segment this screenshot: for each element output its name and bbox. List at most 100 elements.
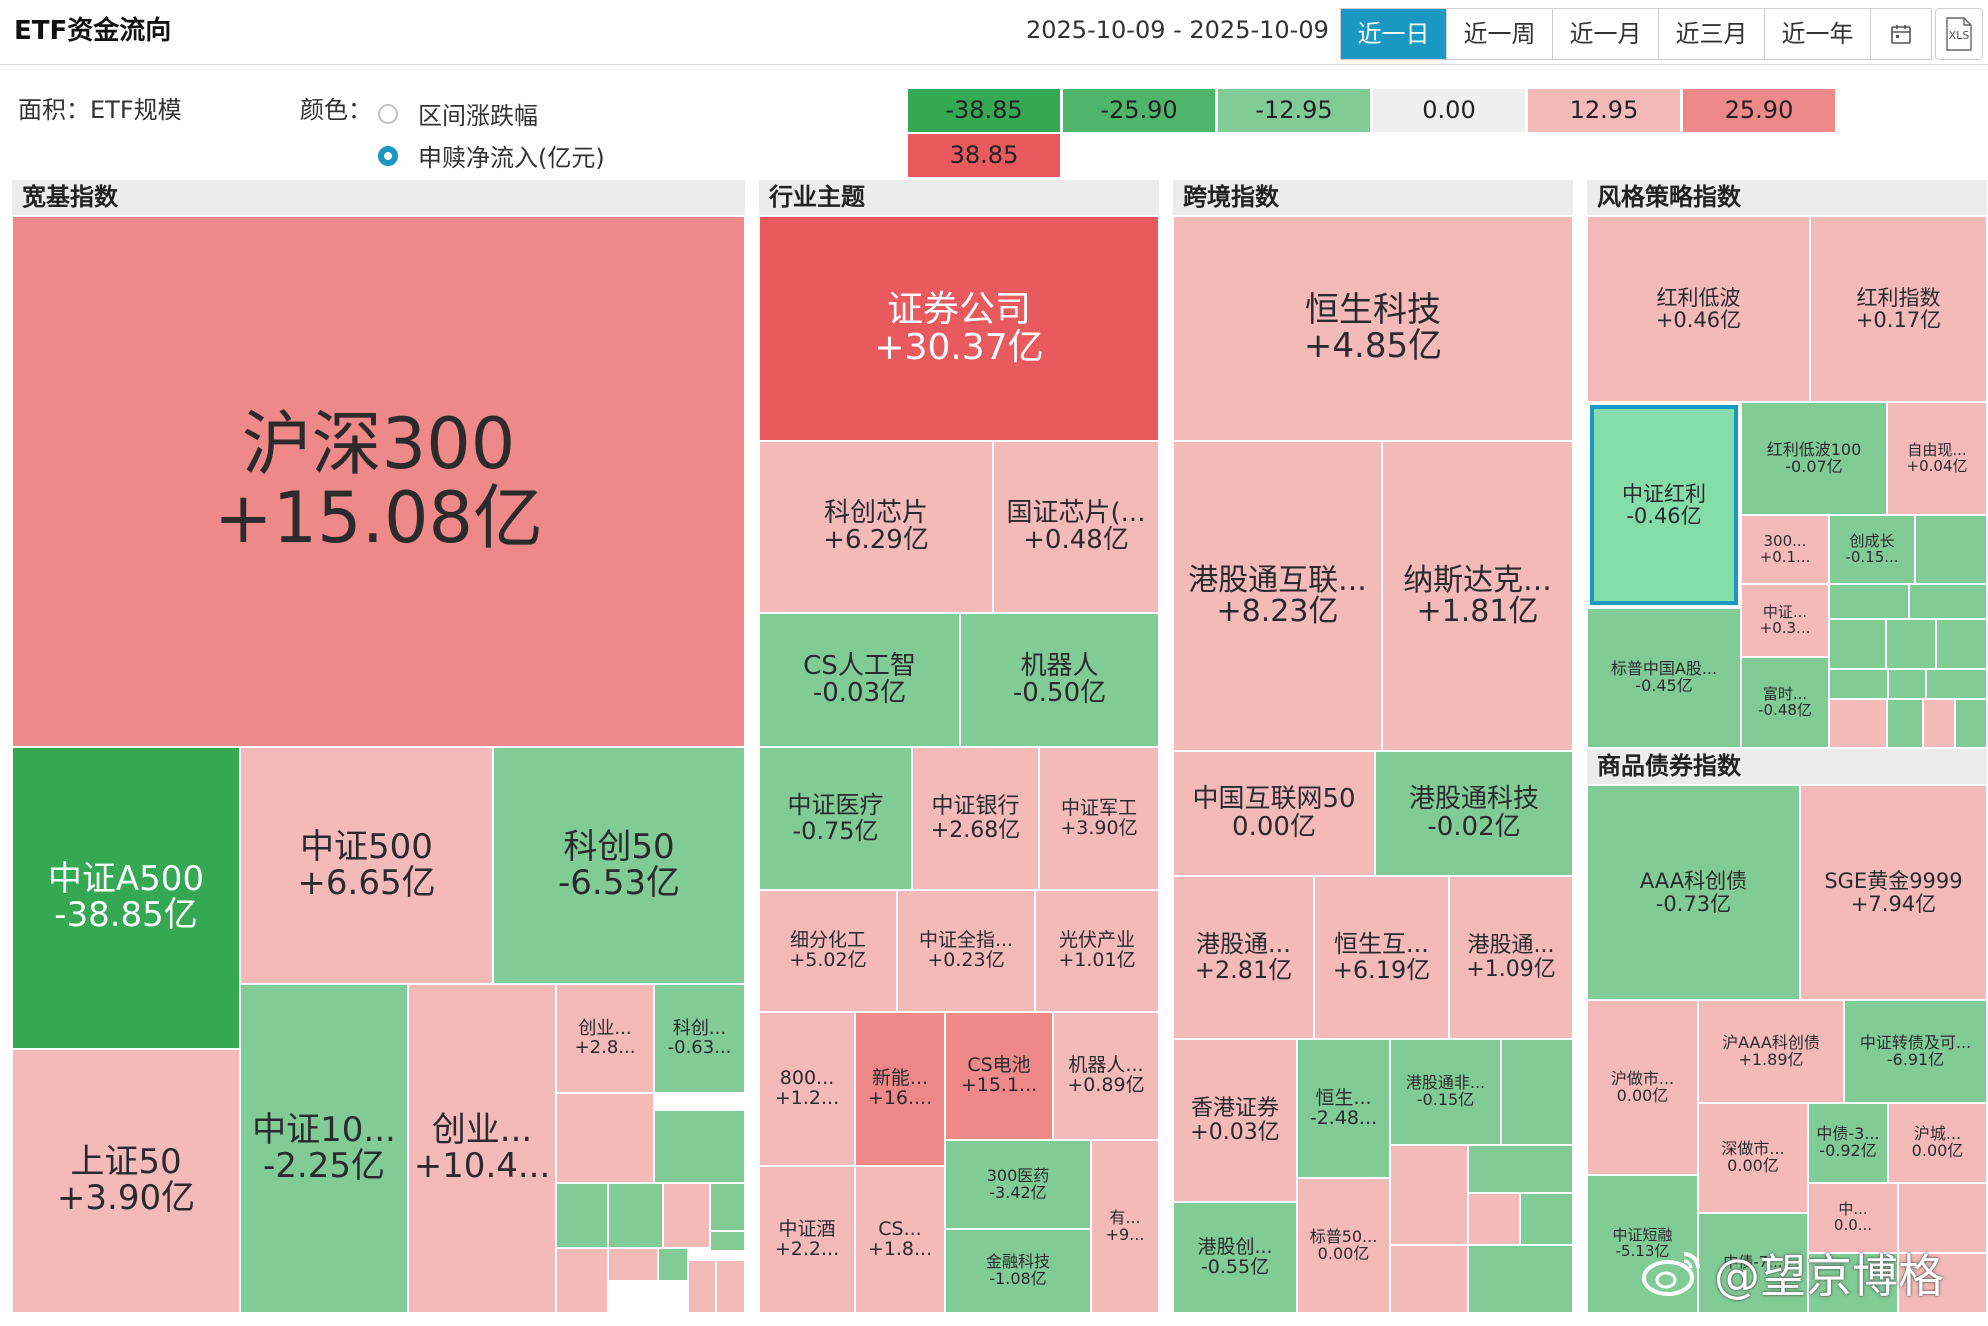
treemap-cell-broad-20[interactable] — [716, 1260, 745, 1313]
treemap-cell-style-红利指数[interactable]: 红利指数 +0.17亿 — [1810, 216, 1987, 402]
treemap-cell-industry-光伏产业[interactable]: 光伏产业 +1.01亿 — [1035, 890, 1159, 1012]
treemap-cell-crossborder-19[interactable] — [1468, 1245, 1573, 1313]
export-xls-button[interactable]: XLS — [1935, 8, 1983, 60]
treemap-cell-commodity-SGE黄金9999[interactable]: SGE黄金9999 +7.94亿 — [1800, 785, 1987, 1000]
treemap-cell-style-21[interactable] — [1923, 699, 1955, 748]
treemap-cell-industry-CS人工智[interactable]: CS人工智 -0.03亿 — [759, 613, 960, 747]
treemap-cell-crossborder-13[interactable] — [1468, 1145, 1573, 1193]
treemap-cell-broad-科创板[interactable]: 科创... -0.63... — [654, 984, 745, 1093]
treemap-cell-style-11[interactable] — [1829, 584, 1909, 619]
treemap-cell-commodity-12[interactable] — [1808, 1253, 1898, 1313]
treemap-cell-style-红利低波[interactable]: 红利低波 +0.46亿 — [1587, 216, 1810, 402]
treemap-cell-industry-金融科技[interactable]: 金融科技 -1.08亿 — [945, 1229, 1091, 1313]
calendar-button[interactable] — [1871, 9, 1931, 59]
treemap-cell-style-14[interactable] — [1886, 619, 1936, 669]
treemap-cell-industry-中证军工[interactable]: 中证军工 +3.90亿 — [1039, 747, 1159, 890]
treemap-cell-crossborder-标普50[interactable]: 标普50... 0.00亿 — [1297, 1178, 1390, 1313]
treemap-cell-broad-沪深300[interactable]: 沪深300 +15.08亿 — [12, 216, 745, 747]
radio-net-inflow[interactable]: 申赎净流入(亿元) — [378, 138, 605, 173]
treemap-cell-commodity-AAA科创债[interactable]: AAA科创债 -0.73亿 — [1587, 785, 1800, 1000]
treemap-cell-commodity-中债-3[interactable]: 中债-3... -0.92亿 — [1808, 1103, 1888, 1183]
treemap-cell-crossborder-港股通非[interactable]: 港股通非... -0.15亿 — [1390, 1039, 1501, 1145]
treemap-cell-style-20[interactable] — [1887, 699, 1923, 748]
treemap-cell-broad-科创50[interactable]: 科创50 -6.53亿 — [493, 747, 745, 984]
treemap-cell-broad-19[interactable] — [688, 1260, 716, 1313]
treemap-cell-crossborder-港股通2[interactable]: 港股通... +1.09亿 — [1449, 876, 1573, 1039]
treemap-cell-style-13[interactable] — [1829, 619, 1886, 669]
treemap-cell-broad-18[interactable] — [658, 1248, 688, 1281]
treemap-cell-commodity-11[interactable] — [1898, 1183, 1987, 1253]
treemap-cell-commodity-中[interactable]: 中... 0.0... — [1808, 1183, 1898, 1253]
treemap-cell-industry-CS[interactable]: CS... +1.8... — [855, 1166, 945, 1313]
treemap-cell-style-10[interactable] — [1915, 515, 1987, 584]
treemap-cell-industry-细分化工[interactable]: 细分化工 +5.02亿 — [759, 890, 897, 1012]
treemap-cell-crossborder-11[interactable] — [1501, 1039, 1573, 1145]
treemap-cell-crossborder-12[interactable] — [1390, 1145, 1468, 1245]
treemap-cell-broad-13[interactable] — [663, 1183, 710, 1248]
treemap-cell-commodity-沪城[interactable]: 沪城... 0.00亿 — [1888, 1103, 1987, 1183]
treemap-cell-broad-17[interactable] — [608, 1248, 658, 1281]
treemap-cell-broad-创业板[interactable]: 创业... +10.4... — [408, 984, 556, 1313]
treemap-cell-style-12[interactable] — [1909, 584, 1987, 619]
treemap-cell-commodity-中债-7[interactable]: 中债-7... — [1698, 1213, 1808, 1313]
radio-price-change[interactable]: 区间涨跌幅 — [378, 96, 538, 131]
treemap-cell-crossborder-港股通科技[interactable]: 港股通科技 -0.02亿 — [1375, 751, 1573, 876]
treemap-cell-broad-12[interactable] — [608, 1183, 663, 1248]
treemap-cell-commodity-深做市[interactable]: 深做市... 0.00亿 — [1698, 1103, 1808, 1213]
treemap-cell-crossborder-港股通互联[interactable]: 港股通互联... +8.23亿 — [1173, 441, 1382, 751]
treemap-cell-industry-CS电池[interactable]: CS电池 +15.1... — [945, 1012, 1053, 1140]
treemap-cell-broad-9[interactable] — [556, 1093, 654, 1183]
treemap-cell-style-创成长[interactable]: 创成长 -0.15... — [1829, 515, 1915, 584]
treemap-cell-broad-15[interactable] — [710, 1231, 745, 1251]
treemap-cell-style-标普中国A股[interactable]: 标普中国A股... -0.45亿 — [1587, 608, 1741, 748]
treemap-cell-industry-中证酒[interactable]: 中证酒 +2.2... — [759, 1166, 855, 1313]
treemap-cell-industry-新能[interactable]: 新能... +16.... — [855, 1012, 945, 1166]
treemap-cell-style-17[interactable] — [1888, 669, 1926, 699]
treemap-cell-industry-有[interactable]: 有... +9... — [1091, 1140, 1159, 1313]
treemap-cell-crossborder-恒生互[interactable]: 恒生互... +6.19亿 — [1314, 876, 1449, 1039]
treemap-cell-crossborder-中国互联网50[interactable]: 中国互联网50 0.00亿 — [1173, 751, 1375, 876]
treemap-cell-crossborder-纳斯达克[interactable]: 纳斯达克... +1.81亿 — [1382, 441, 1573, 751]
treemap-cell-crossborder-香港证券[interactable]: 香港证券 +0.03亿 — [1173, 1039, 1297, 1202]
treemap-cell-style-富时[interactable]: 富时... -0.48亿 — [1741, 657, 1829, 748]
treemap-cell-industry-300医药[interactable]: 300医药 -3.42亿 — [945, 1140, 1091, 1229]
treemap-cell-crossborder-18[interactable] — [1390, 1245, 1468, 1313]
tab-1w[interactable]: 近一周 — [1447, 9, 1553, 59]
treemap-cell-commodity-沪AAA科创债[interactable]: 沪AAA科创债 +1.89亿 — [1698, 1000, 1844, 1103]
tab-1m[interactable]: 近一月 — [1553, 9, 1659, 59]
treemap-cell-commodity-13[interactable] — [1898, 1253, 1987, 1313]
treemap-cell-broad-16[interactable] — [556, 1248, 608, 1313]
treemap-cell-crossborder-港股通1[interactable]: 港股通... +2.81亿 — [1173, 876, 1314, 1039]
treemap-cell-crossborder-恒生[interactable]: 恒生... -2.48... — [1297, 1039, 1390, 1178]
treemap-cell-broad-中证A500[interactable]: 中证A500 -38.85亿 — [12, 747, 240, 1049]
treemap-cell-broad-11[interactable] — [556, 1183, 608, 1248]
treemap-cell-style-中证[interactable]: 中证... +0.3... — [1741, 584, 1829, 657]
treemap-cell-industry-中证医疗[interactable]: 中证医疗 -0.75亿 — [759, 747, 912, 890]
treemap-cell-industry-证券公司[interactable]: 证券公司 +30.37亿 — [759, 216, 1159, 441]
treemap-cell-style-300[interactable]: 300... +0.1... — [1741, 515, 1829, 584]
treemap-cell-industry-国证芯片[interactable]: 国证芯片(... +0.48亿 — [993, 441, 1159, 613]
radio-circle[interactable] — [378, 103, 398, 124]
radio-circle-selected[interactable] — [378, 145, 398, 166]
treemap-cell-broad-中证1000[interactable]: 中证10... -2.25亿 — [240, 984, 408, 1313]
treemap-cell-crossborder-17[interactable] — [1520, 1193, 1573, 1245]
treemap-cell-crossborder-港股创[interactable]: 港股创... -0.55亿 — [1173, 1202, 1297, 1313]
treemap-cell-industry-800[interactable]: 800... +1.2... — [759, 1012, 855, 1166]
treemap-cell-style-中证红利[interactable]: 中证红利 -0.46亿 — [1590, 405, 1738, 605]
treemap-cell-commodity-沪做市[interactable]: 沪做市... 0.00亿 — [1587, 1000, 1698, 1175]
treemap-cell-style-15[interactable] — [1936, 619, 1987, 669]
treemap-cell-industry-中证全指[interactable]: 中证全指... +0.23亿 — [897, 890, 1035, 1012]
treemap-cell-commodity-中证转债及可[interactable]: 中证转债及可... -6.91亿 — [1844, 1000, 1987, 1103]
treemap-cell-style-16[interactable] — [1829, 669, 1888, 699]
treemap-cell-style-红利低波100[interactable]: 红利低波100 -0.07亿 — [1741, 402, 1887, 515]
tab-1d[interactable]: 近一日 — [1341, 9, 1447, 59]
treemap-cell-style-19[interactable] — [1829, 699, 1887, 748]
treemap-cell-broad-14[interactable] — [710, 1183, 745, 1231]
tab-1y[interactable]: 近一年 — [1765, 9, 1871, 59]
tab-3m[interactable]: 近三月 — [1659, 9, 1765, 59]
treemap-cell-broad-10[interactable] — [654, 1110, 745, 1183]
treemap-cell-industry-机器人[interactable]: 机器人 -0.50亿 — [960, 613, 1159, 747]
treemap-cell-broad-中证500[interactable]: 中证500 +6.65亿 — [240, 747, 493, 984]
treemap-cell-crossborder-16[interactable] — [1468, 1193, 1520, 1245]
treemap-cell-style-22[interactable] — [1955, 699, 1987, 748]
